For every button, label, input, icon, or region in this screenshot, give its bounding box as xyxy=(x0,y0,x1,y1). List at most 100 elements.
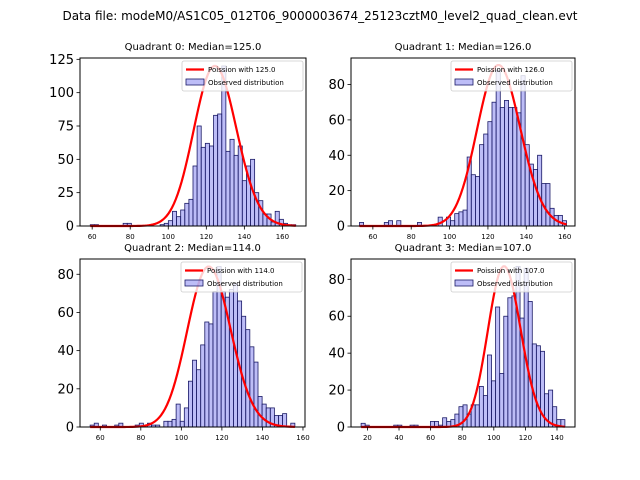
x-tick-label: 60 xyxy=(88,233,97,241)
legend-patch-swatch xyxy=(184,279,204,287)
x-tick-label: 160 xyxy=(276,233,289,241)
y-tick-label: 60 xyxy=(57,306,74,321)
x-tick-label: 140 xyxy=(238,233,251,241)
y-tick-label: 20 xyxy=(328,184,345,199)
histogram-bar xyxy=(261,403,267,428)
subplot-quadrant-2: Quadrant 2: Median=114.0 0 20 40 60 80 60 80 100… xyxy=(57,243,309,442)
legend-label-poisson: Poission with 126.0 xyxy=(477,66,545,74)
x-tick-label: 80 xyxy=(136,434,145,442)
axes-frame xyxy=(350,57,576,227)
histogram-bar xyxy=(180,209,186,227)
histogram-bar xyxy=(253,361,259,428)
histogram-bar xyxy=(220,291,226,428)
y-tick-label: 0 xyxy=(66,421,74,436)
y-tick-label: 20 xyxy=(57,382,74,397)
histogram-bar xyxy=(282,413,288,428)
y-tick-label: 80 xyxy=(328,273,345,288)
histogram-bar xyxy=(257,396,263,428)
legend-patch-swatch xyxy=(185,78,205,86)
histogram-bar xyxy=(183,407,189,428)
histogram-bar xyxy=(531,343,537,428)
y-tick-label: 25 xyxy=(57,186,74,201)
histogram-bar xyxy=(442,417,448,428)
y-tick-label: 40 xyxy=(328,149,345,164)
axes-frame xyxy=(79,57,307,227)
legend: Poission with 114.0 Observed distribution xyxy=(180,261,303,293)
histogram-bar xyxy=(163,420,169,428)
y-tick-label: 125 xyxy=(49,53,74,68)
x-tick-label: 80 xyxy=(458,434,467,442)
histogram-bar xyxy=(499,107,505,227)
histogram-bar xyxy=(245,329,251,428)
histogram-bar xyxy=(204,142,210,227)
histogram-bar xyxy=(483,133,489,227)
subplot-title: Quadrant 1: Median=126.0 xyxy=(395,42,532,53)
legend-label-observed: Observed distribution xyxy=(208,79,284,87)
x-tick-label: 140 xyxy=(550,434,563,442)
y-tick-label: 40 xyxy=(328,347,345,362)
histogram-bar xyxy=(450,220,456,227)
histogram-bar xyxy=(188,198,194,227)
y-tick-label: 0 xyxy=(337,421,345,436)
histogram-bar xyxy=(213,114,219,227)
subplot-title: Quadrant 3: Median=107.0 xyxy=(395,243,532,254)
x-tick-label: 120 xyxy=(481,233,494,241)
histogram-bar xyxy=(508,107,514,227)
x-tick-label: 80 xyxy=(126,233,135,241)
histogram-bar xyxy=(167,420,173,428)
y-tick-label: 50 xyxy=(57,153,74,168)
histogram-bar xyxy=(479,144,485,227)
legend-frame xyxy=(180,261,303,293)
histogram-bar xyxy=(212,291,218,428)
histogram-bar xyxy=(184,202,190,227)
x-tick-label: 100 xyxy=(443,233,456,241)
histogram-bar xyxy=(176,216,182,227)
histogram-bar xyxy=(192,165,198,227)
axes-frame xyxy=(350,258,576,428)
histogram-bar xyxy=(527,301,533,428)
histogram-bar xyxy=(474,404,480,428)
histogram-bar xyxy=(241,180,247,227)
legend-label-observed: Observed distribution xyxy=(207,280,283,288)
histogram-bar xyxy=(265,407,271,428)
x-tick-label: 140 xyxy=(520,233,533,241)
histogram-bar xyxy=(172,210,177,227)
y-tick-label: 0 xyxy=(66,220,74,235)
y-tick-label: 60 xyxy=(328,113,345,128)
histogram-bar xyxy=(487,354,492,428)
histogram-bar xyxy=(487,121,493,227)
histogram-bar xyxy=(495,306,501,428)
histogram-bar xyxy=(217,113,223,227)
legend-frame xyxy=(450,261,573,293)
y-tick-label: 100 xyxy=(49,86,74,101)
histogram-bar xyxy=(249,346,255,428)
y-tick-label: 0 xyxy=(337,220,345,235)
y-tick-label: 40 xyxy=(57,344,74,359)
x-tick-label: 120 xyxy=(519,434,532,442)
subplot-quadrant-3: Quadrant 3: Median=107.0 0 20 40 60 80 20 40 60 8… xyxy=(328,243,576,442)
x-tick-label: 120 xyxy=(215,434,228,442)
histogram-bar xyxy=(504,100,509,227)
legend: Poission with 107.0 Observed distribution xyxy=(450,261,573,293)
histogram-bar xyxy=(478,385,484,428)
x-tick-label: 140 xyxy=(256,434,269,442)
histogram-bar xyxy=(228,289,234,428)
histogram-bar xyxy=(511,295,517,428)
histogram-bar xyxy=(200,146,206,227)
histogram-bar xyxy=(482,395,488,428)
histogram-bar xyxy=(491,380,497,428)
legend-label-observed: Observed distribution xyxy=(477,280,553,288)
legend-patch-swatch xyxy=(454,279,474,287)
legend-label-poisson: Poission with 107.0 xyxy=(477,267,545,275)
figure-suptitle: Data file: modeM0/AS1C05_012T06_90000036… xyxy=(62,9,577,23)
histogram-bar xyxy=(208,323,214,428)
histogram-bar xyxy=(533,169,538,227)
histogram-bar xyxy=(175,403,181,428)
y-tick-label: 80 xyxy=(57,268,74,283)
histogram-bar xyxy=(241,315,247,428)
histogram-bar xyxy=(545,183,551,227)
histogram-bar xyxy=(171,418,177,428)
histogram-bar xyxy=(167,220,173,227)
histogram-bar xyxy=(188,380,193,428)
